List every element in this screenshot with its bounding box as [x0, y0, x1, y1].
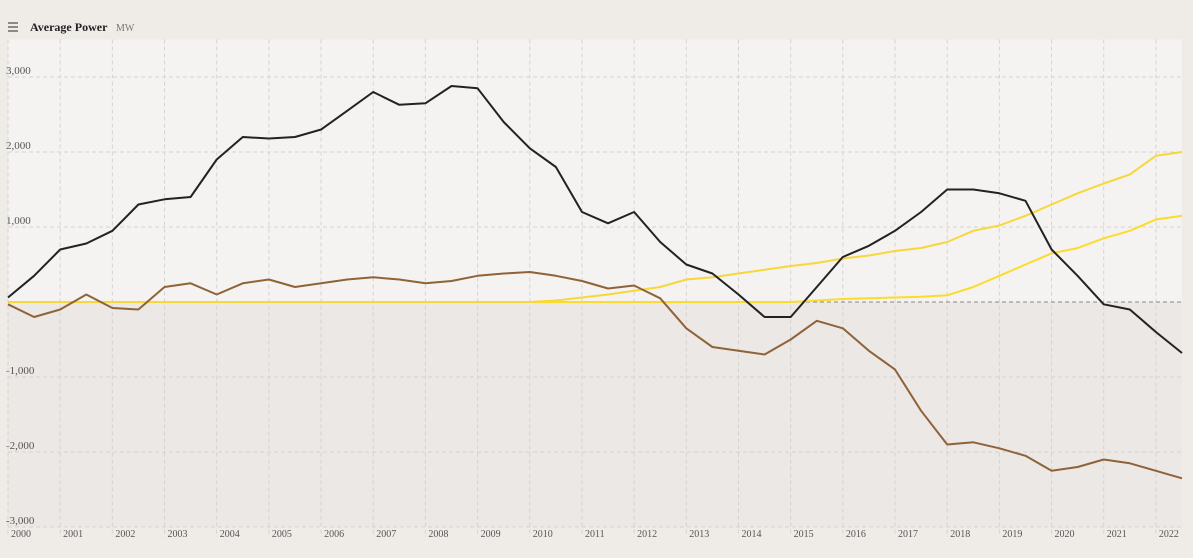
y-tick-label: 1,000 — [6, 215, 31, 227]
x-tick-label: 2010 — [533, 529, 553, 540]
x-tick-label: 2003 — [168, 529, 188, 540]
y-tick-label: -3,000 — [6, 515, 35, 527]
x-tick-label: 2018 — [950, 529, 970, 540]
menu-icon[interactable] — [8, 22, 18, 32]
x-tick-label: 2005 — [272, 529, 292, 540]
y-tick-label: -2,000 — [6, 440, 35, 452]
x-tick-label: 2002 — [115, 529, 135, 540]
x-tick-label: 2001 — [63, 529, 83, 540]
x-tick-label: 2013 — [689, 529, 709, 540]
x-tick-label: 2000 — [11, 529, 31, 540]
series-line — [8, 151, 1183, 303]
series-line — [7, 271, 1183, 480]
x-tick-label: 2020 — [1055, 529, 1075, 540]
y-tick-label: 2,000 — [6, 140, 31, 152]
x-tick-label: 2014 — [741, 529, 761, 540]
x-tick-label: 2012 — [637, 529, 657, 540]
series-line — [7, 85, 1183, 354]
x-tick-label: 2006 — [324, 529, 344, 540]
x-tick-label: 2011 — [585, 529, 605, 540]
x-tick-label: 2009 — [481, 529, 501, 540]
x-tick-label: 2004 — [220, 529, 240, 540]
x-tick-label: 2015 — [794, 529, 814, 540]
unit-label: MW — [116, 23, 135, 34]
plot-upper — [8, 39, 1182, 302]
y-tick-label: 3,000 — [6, 65, 31, 77]
x-tick-label: 2019 — [1002, 529, 1022, 540]
x-tick-label: 2007 — [376, 529, 396, 540]
x-tick-label: 2022 — [1159, 529, 1179, 540]
chart-title: Average Power — [30, 20, 108, 34]
x-tick-label: 2016 — [846, 529, 866, 540]
y-tick-label: -1,000 — [6, 365, 35, 377]
x-tick-label: 2008 — [428, 529, 448, 540]
plot-lower — [8, 302, 1182, 527]
x-tick-label: 2021 — [1107, 529, 1127, 540]
x-tick-label: 2017 — [898, 529, 918, 540]
